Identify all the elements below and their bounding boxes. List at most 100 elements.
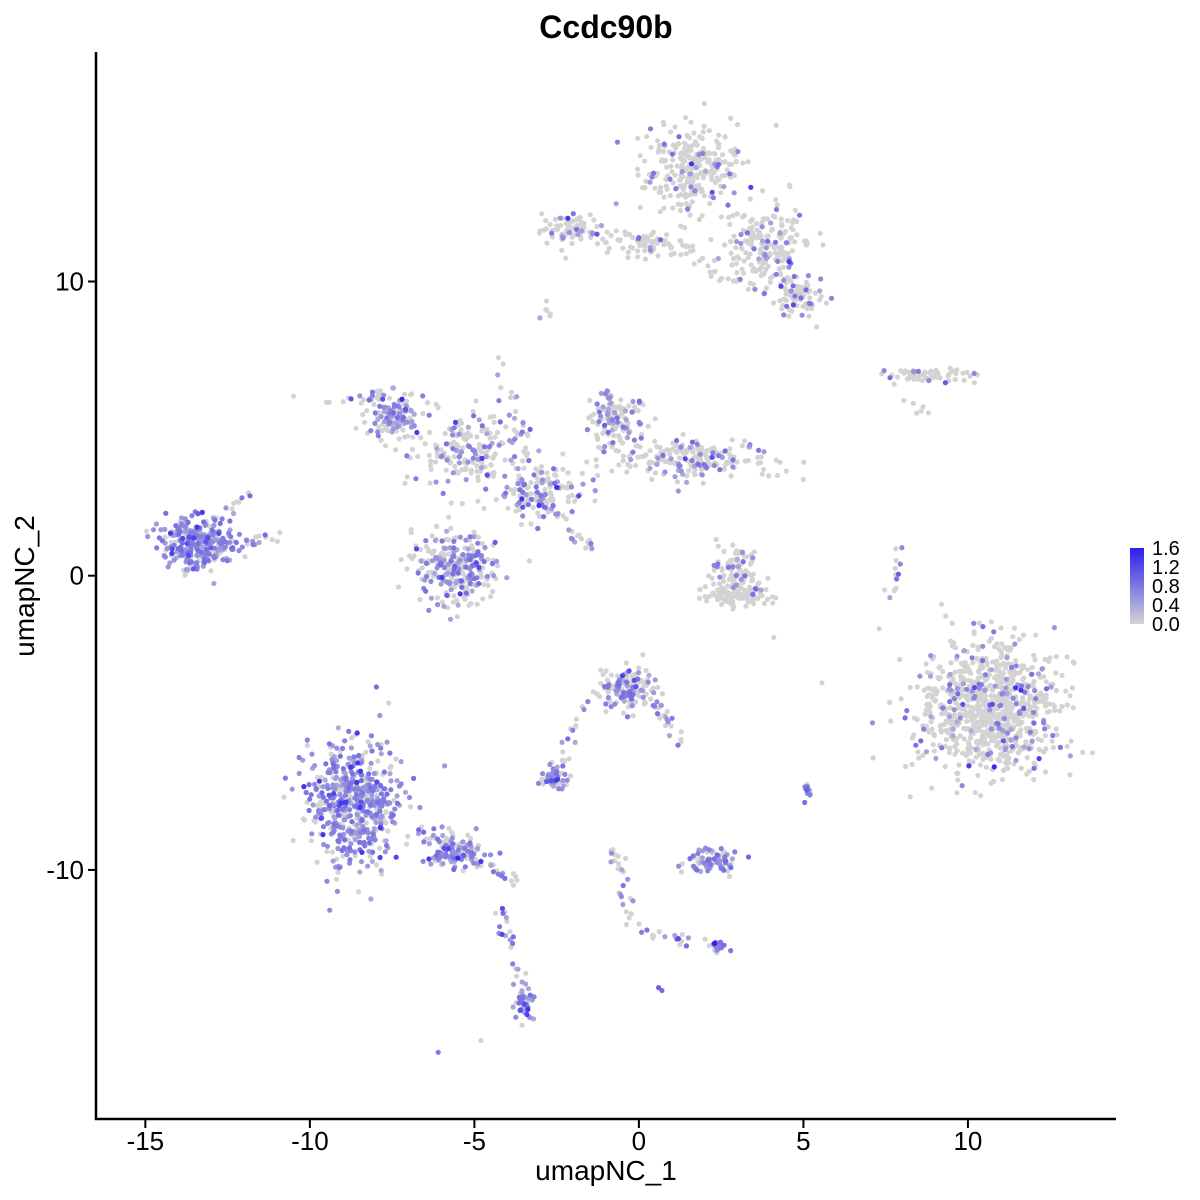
cell-point (661, 122, 667, 128)
cell-point (429, 533, 435, 539)
cell-point (626, 915, 632, 921)
cell-point (970, 759, 976, 765)
cell-point (426, 841, 432, 847)
cell-point (1013, 757, 1019, 764)
cell-point (713, 536, 719, 543)
cell-point (647, 238, 653, 244)
cell-point (717, 592, 723, 598)
cell-point (479, 423, 485, 429)
cell-point (404, 474, 410, 480)
cell-point (964, 663, 970, 669)
cell-point (497, 850, 503, 856)
cell-point (404, 419, 410, 425)
cell-point (598, 667, 604, 673)
cell-point (620, 901, 626, 908)
cell-point (680, 242, 686, 248)
cell-point (187, 560, 193, 566)
cell-point (685, 192, 691, 198)
cell-point (980, 624, 986, 630)
cell-point (469, 850, 475, 856)
cell-point (923, 749, 930, 755)
cell-point (497, 419, 503, 425)
cell-point (670, 440, 676, 446)
cell-point (954, 741, 960, 747)
cell-point (492, 434, 498, 440)
cell-point (1029, 664, 1035, 670)
cell-point (964, 668, 970, 674)
cell-point (364, 798, 370, 804)
cell-point (540, 477, 546, 483)
cell-point (684, 479, 690, 485)
cell-point (376, 424, 382, 430)
cell-point (721, 867, 727, 873)
cell-point (975, 647, 981, 653)
cell-point (718, 214, 725, 220)
cell-point (203, 546, 210, 553)
cell-point (898, 696, 904, 702)
cell-point (1067, 753, 1073, 759)
cell-point (526, 558, 533, 564)
cell-point (457, 534, 463, 540)
cell-point (751, 246, 757, 252)
cell-point (535, 525, 541, 532)
cell-point (508, 457, 514, 463)
cell-point (551, 472, 558, 478)
cell-point (1047, 655, 1053, 661)
cell-point (411, 553, 417, 559)
cell-point (955, 777, 961, 783)
cell-point (995, 721, 1001, 727)
cell-point (635, 248, 641, 254)
cell-point (482, 852, 488, 858)
cell-point (378, 745, 384, 751)
cell-point (409, 446, 416, 452)
cell-point (478, 1038, 484, 1044)
cell-point (182, 516, 188, 522)
cell-point (519, 496, 525, 502)
cell-point (588, 540, 594, 547)
cell-point (433, 479, 439, 485)
cell-point (554, 776, 561, 783)
cell-point (744, 590, 750, 596)
cell-point (470, 455, 476, 461)
cell-point (559, 247, 565, 253)
legend-label: 1.6 (1152, 538, 1180, 560)
cell-point (460, 868, 466, 874)
cell-point (455, 855, 461, 861)
cell-point (700, 150, 706, 156)
cell-point (703, 452, 709, 458)
cell-point (504, 484, 510, 490)
cell-point (432, 570, 438, 577)
cell-point (158, 527, 164, 533)
cell-point (218, 541, 224, 547)
cell-point (510, 491, 517, 497)
cell-point (929, 726, 935, 732)
cell-point (471, 860, 477, 866)
cell-point (740, 214, 746, 220)
cell-point (381, 404, 387, 410)
cell-point (321, 807, 327, 813)
cell-point (346, 785, 352, 791)
cell-point (767, 279, 773, 285)
cell-point (991, 778, 997, 785)
cell-point (587, 212, 593, 218)
cell-point (702, 584, 708, 590)
cell-point (664, 708, 671, 715)
cell-point (381, 392, 387, 398)
cell-point (304, 737, 310, 743)
cell-point (715, 161, 722, 168)
cell-point (722, 242, 728, 248)
cell-point (724, 167, 730, 173)
cell-point (414, 429, 420, 436)
cell-point (960, 370, 966, 376)
cell-point (693, 164, 699, 171)
cell-point (222, 544, 228, 550)
cell-point (541, 227, 547, 233)
cell-point (691, 130, 697, 136)
cell-point (622, 229, 628, 235)
cell-point (542, 491, 549, 498)
cell-point (356, 833, 363, 840)
cell-point (371, 826, 377, 832)
cell-point (657, 237, 664, 243)
cell-point (1002, 701, 1009, 707)
cell-point (435, 1049, 441, 1055)
